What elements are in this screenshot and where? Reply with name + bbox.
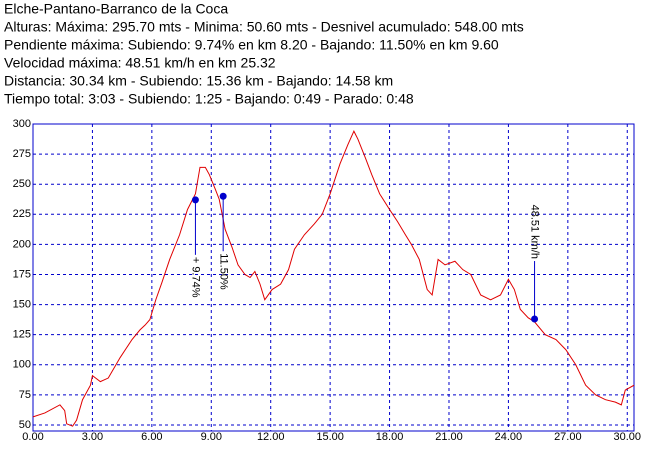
x-tick-label: 12.00 — [257, 431, 285, 443]
x-tick-label: 6.00 — [141, 431, 162, 443]
y-tick-label: 150 — [13, 298, 31, 310]
x-tick-label: 15.00 — [316, 431, 344, 443]
x-tick-label: 9.00 — [201, 431, 222, 443]
y-tick-label: 250 — [13, 178, 31, 190]
x-tick-label: 0.00 — [22, 431, 43, 443]
elevation-line — [32, 130, 635, 427]
y-tick-label: 175 — [13, 268, 31, 280]
x-tick-label: 27.00 — [554, 431, 582, 443]
annotation-marker — [191, 196, 199, 204]
plot-frame — [32, 123, 635, 432]
chart-title: Elche-Pantano-Barranco de la Coca — [4, 1, 228, 17]
y-tick-label: 225 — [13, 208, 31, 220]
y-tick-label: 125 — [13, 329, 31, 341]
y-tick-label: 50 — [19, 419, 31, 431]
info-line: Alturas: Máxima: 295.70 mts - Minima: 50… — [4, 19, 524, 35]
annotation-label: + 9.74% — [190, 257, 202, 298]
x-tick-label: 30.00 — [613, 431, 641, 443]
info-line: Velocidad máxima: 48.51 km/h en km 25.32 — [4, 55, 276, 71]
y-tick-label: 100 — [13, 359, 31, 371]
annotation-label: 48.51 km/h — [529, 205, 541, 259]
annotation-label: 11.50% — [217, 253, 229, 290]
info-line: Tiempo total: 3:03 - Subiendo: 1:25 - Ba… — [4, 91, 414, 107]
y-tick-label: 75 — [19, 389, 31, 401]
info-line: Distancia: 30.34 km - Subiendo: 15.36 km… — [4, 73, 393, 89]
x-tick-label: 21.00 — [435, 431, 463, 443]
annotation-marker — [219, 192, 227, 200]
x-tick-label: 18.00 — [376, 431, 404, 443]
x-tick-label: 24.00 — [495, 431, 523, 443]
y-tick-label: 300 — [13, 118, 31, 130]
y-tick-label: 200 — [13, 238, 31, 250]
y-tick-label: 275 — [13, 148, 31, 160]
info-line: Pendiente máxima: Subiendo: 9.74% en km … — [4, 37, 499, 53]
annotation-marker — [531, 315, 539, 323]
x-tick-label: 3.00 — [82, 431, 103, 443]
